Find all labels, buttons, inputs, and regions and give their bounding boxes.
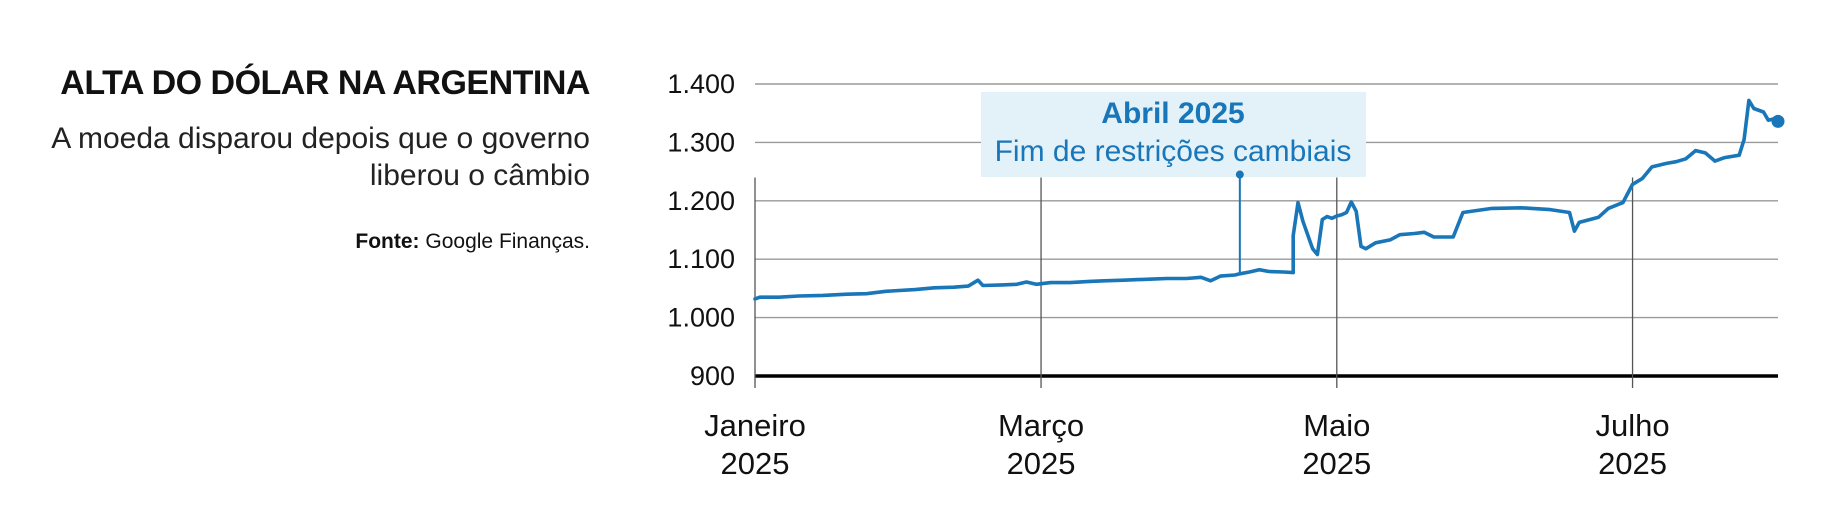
x-tick-label: 2025	[1007, 446, 1076, 481]
source-note: Fonte: Google Finanças.	[355, 230, 590, 254]
y-tick-label: 1.000	[667, 303, 735, 333]
y-tick-label: 1.400	[667, 69, 735, 99]
annotation-title: Abril 2025	[1101, 97, 1244, 130]
x-tick-label: Maio	[1303, 408, 1370, 443]
source-label: Fonte:	[355, 230, 420, 253]
last-value-marker	[1771, 114, 1785, 128]
source-text: Google Finanças.	[425, 230, 590, 253]
annotation-text: Fim de restrições cambiais	[995, 135, 1352, 168]
y-axis-labels: 900 1.000 1.100 1.200 1.300 1.400	[667, 69, 735, 391]
y-tick-label: 1.200	[667, 186, 735, 216]
series-layer	[753, 98, 1785, 301]
series-line	[753, 98, 1780, 301]
annotation: Abril 2025 Fim de restrições cambiais	[981, 92, 1366, 273]
gridlines	[755, 83, 1778, 378]
annotation-dot	[1235, 170, 1244, 179]
chart-title: ALTA DO DÓLAR NA ARGENTINA	[60, 64, 590, 102]
x-tick-label: 2025	[1598, 446, 1667, 481]
x-tick-label: 2025	[721, 446, 790, 481]
chart-subtitle: A moeda disparou depois que o governo li…	[51, 122, 590, 192]
x-tick-label: Março	[998, 408, 1084, 443]
y-tick-label: 900	[690, 361, 735, 391]
annotation-box	[981, 92, 1366, 177]
chart-header: ALTA DO DÓLAR NA ARGENTINA A moeda dispa…	[0, 0, 590, 525]
x-tick-label: Julho	[1595, 408, 1669, 443]
x-tick-label: Janeiro	[704, 408, 806, 443]
y-tick-label: 1.100	[667, 244, 735, 274]
x-tick-label: 2025	[1302, 446, 1371, 481]
y-tick-label: 1.300	[667, 127, 735, 157]
